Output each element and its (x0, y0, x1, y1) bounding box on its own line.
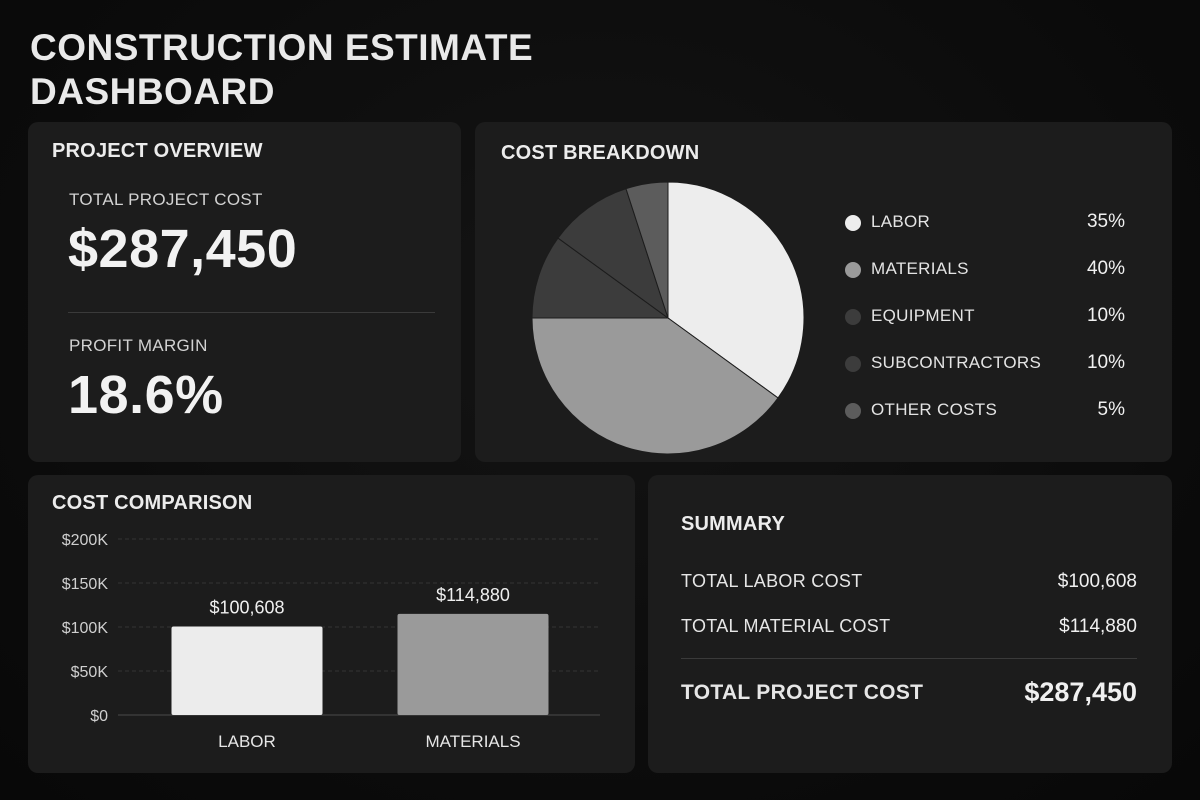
cost-breakdown-title: COST BREAKDOWN (501, 142, 700, 164)
legend-label: OTHER COSTS (871, 400, 998, 419)
page-title: CONSTRUCTION ESTIMATE DASHBOARD (30, 27, 534, 112)
legend-percentage: 5% (1097, 399, 1125, 420)
summary-row-value: $114,880 (1059, 616, 1137, 637)
cost-breakdown-pie-chart (531, 181, 805, 455)
summary-row-label: TOTAL MATERIAL COST (681, 616, 891, 636)
cost-comparison-card: COST COMPARISON $0 $50K $100K $150K $200K $10… (28, 475, 635, 773)
x-category-label: MATERIALS (425, 732, 520, 751)
project-overview-title: PROJECT OVERVIEW (52, 140, 263, 162)
bar-labor (171, 626, 323, 715)
cost-comparison-title: COST COMPARISON (52, 492, 253, 514)
project-overview-card: PROJECT OVERVIEW TOTAL PROJECT COST $287… (28, 122, 461, 462)
cost-comparison-bar-chart: $0 $50K $100K $150K $200K $100,608 LABOR $114,8… (62, 532, 600, 751)
bar-value-label: $100,608 (209, 597, 284, 617)
legend-percentage: 35% (1086, 211, 1125, 232)
summary-row-value: $100,608 (1057, 571, 1137, 592)
y-tick-label: $200K (62, 532, 109, 549)
summary-total-label: TOTAL PROJECT COST (681, 681, 924, 704)
legend-swatch (845, 403, 861, 419)
legend-item-other-costs: OTHER COSTS 5% (845, 399, 1125, 423)
summary-title: SUMMARY (681, 513, 785, 535)
legend-item-labor: LABOR 35% (845, 211, 1125, 235)
y-tick-label: $150K (62, 576, 109, 593)
pie-slice-labor (667, 181, 805, 399)
legend-label: EQUIPMENT (871, 306, 975, 325)
legend-item-materials: MATERIALS 40% (845, 258, 1125, 282)
pie-slice-other-costs (625, 181, 669, 319)
legend-swatch (845, 262, 861, 278)
pie-slice-subcontractors (557, 188, 669, 320)
overview-divider (68, 312, 435, 313)
legend-label: LABOR (871, 212, 931, 231)
legend-swatch (845, 356, 861, 372)
profit-margin-label: PROFIT MARGIN (69, 336, 208, 355)
legend-swatch (845, 309, 861, 325)
cost-breakdown-card: COST BREAKDOWN LABOR 35% MATERIALS 40% EQUIP… (475, 122, 1172, 462)
legend-percentage: 10% (1086, 305, 1125, 326)
pie-slice-equipment (531, 237, 670, 319)
y-tick-label: $50K (71, 664, 109, 681)
legend-label: MATERIALS (871, 259, 969, 278)
summary-divider (681, 658, 1137, 659)
bar-materials (397, 613, 549, 715)
total-project-cost-label: TOTAL PROJECT COST (69, 190, 263, 209)
pie-slice-materials (531, 317, 779, 455)
x-category-label: LABOR (218, 732, 276, 751)
summary-card: SUMMARY TOTAL LABOR COST $100,608 TOTAL … (648, 475, 1172, 773)
total-project-cost-value: $287,450 (68, 219, 298, 279)
legend-percentage: 10% (1086, 352, 1125, 373)
profit-margin-value: 18.6% (68, 365, 224, 425)
legend-item-equipment: EQUIPMENT 10% (845, 305, 1125, 329)
summary-total-value: $287,450 (1024, 677, 1137, 707)
legend-item-subcontractors: SUBCONTRACTORS 10% (845, 352, 1125, 376)
bar-value-label: $114,880 (436, 585, 510, 605)
legend-percentage: 40% (1086, 258, 1125, 279)
legend-label: SUBCONTRACTORS (871, 353, 1042, 372)
legend-swatch (845, 215, 861, 231)
summary-row-label: TOTAL LABOR COST (681, 571, 863, 591)
y-tick-label: $100K (62, 620, 109, 637)
y-tick-label: $0 (90, 708, 108, 725)
